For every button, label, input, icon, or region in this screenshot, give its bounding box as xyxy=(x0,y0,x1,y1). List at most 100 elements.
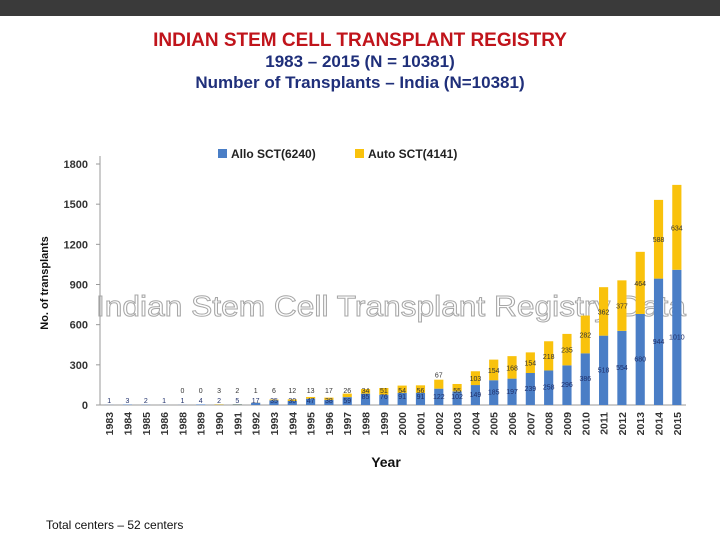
data-label-allo: 1010 xyxy=(669,334,685,341)
bar-allo-1996 xyxy=(324,399,334,405)
data-label-allo: 680 xyxy=(634,356,646,363)
y-tick-label: 0 xyxy=(82,400,88,412)
bar-allo-1993 xyxy=(269,400,279,405)
x-tick-label: 1983 xyxy=(104,412,116,436)
data-label-auto: 634 xyxy=(671,225,683,232)
data-label-allo: 17 xyxy=(252,398,260,405)
data-label-auto: 6 xyxy=(272,388,276,395)
data-label-allo: 5 xyxy=(235,398,239,405)
x-tick-label: 1990 xyxy=(214,412,226,436)
data-label-auto: 235 xyxy=(561,348,573,355)
x-tick-label: 2009 xyxy=(562,412,574,436)
legend-label-allo: Allo SCT(6240) xyxy=(231,147,316,161)
bar-allo-2006 xyxy=(507,378,517,405)
data-label-allo: 197 xyxy=(506,389,518,396)
bar-allo-1991 xyxy=(232,404,242,405)
bar-auto-2005 xyxy=(489,359,499,381)
y-tick-label: 600 xyxy=(70,320,88,332)
data-label-allo: 2 xyxy=(144,398,148,405)
bar-allo-1989 xyxy=(196,404,206,405)
x-tick-label: 1985 xyxy=(141,412,153,436)
bar-auto-2004 xyxy=(470,371,480,386)
data-label-allo: 47 xyxy=(307,398,315,405)
data-label-allo: 91 xyxy=(398,394,406,401)
x-tick-label: 2006 xyxy=(507,412,519,436)
data-label-auto: 588 xyxy=(653,237,665,244)
x-tick-label: 2011 xyxy=(599,412,611,435)
bar-auto-2010 xyxy=(580,315,590,354)
data-label-allo: 2 xyxy=(217,398,221,405)
data-label-allo: 554 xyxy=(616,365,628,372)
legend-label-auto: Auto SCT(4141) xyxy=(368,147,457,161)
bar-allo-1999 xyxy=(379,394,389,405)
x-tick-label: 2008 xyxy=(544,412,556,436)
bar-allo-2010 xyxy=(580,353,590,405)
data-label-allo: 102 xyxy=(451,394,463,401)
data-label-allo: 386 xyxy=(579,376,591,383)
y-tick-label: 900 xyxy=(70,280,88,292)
data-label-auto: 34 xyxy=(362,388,370,395)
data-label-allo: 239 xyxy=(525,386,537,393)
data-label-allo: 518 xyxy=(598,367,610,374)
data-label-auto: 51 xyxy=(380,388,388,395)
data-label-allo: 258 xyxy=(543,385,555,392)
data-label-auto: 464 xyxy=(634,281,646,288)
data-label-allo: 1 xyxy=(180,398,184,405)
footer-note: Total centers – 52 centers xyxy=(46,518,184,532)
data-label-auto: 55 xyxy=(453,388,461,395)
data-label-auto: 282 xyxy=(579,332,591,339)
bar-allo-2001 xyxy=(415,392,426,405)
bar-allo-2005 xyxy=(489,380,499,405)
data-label-auto: 12 xyxy=(288,388,296,395)
x-tick-label: 1986 xyxy=(159,412,171,436)
x-tick-label: 2013 xyxy=(635,412,647,436)
x-tick-label: 1993 xyxy=(269,412,281,436)
data-label-auto: 2 xyxy=(235,388,239,395)
y-tick-label: 300 xyxy=(70,360,88,372)
data-label-auto: 218 xyxy=(543,354,555,361)
x-tick-label: 1991 xyxy=(232,412,244,436)
bar-auto-2013 xyxy=(635,251,645,314)
data-label-allo: 3 xyxy=(126,398,130,405)
x-axis-label: Year xyxy=(371,454,401,470)
data-label-allo: 149 xyxy=(470,392,482,399)
x-tick-label: 2002 xyxy=(434,412,446,436)
x-tick-label: 1997 xyxy=(342,412,354,436)
bar-auto-1999 xyxy=(379,387,389,395)
x-tick-label: 1984 xyxy=(122,412,134,436)
data-label-auto: 26 xyxy=(343,388,351,395)
data-label-auto: 168 xyxy=(506,365,518,372)
data-label-auto: 56 xyxy=(417,388,425,395)
x-tick-label: 2005 xyxy=(489,412,501,436)
bar-auto-1993 xyxy=(269,399,279,401)
x-tick-label: 1989 xyxy=(196,412,208,436)
bar-allo-2012 xyxy=(617,330,627,405)
data-label-allo: 4 xyxy=(199,398,203,405)
page-subtitle: 1983 – 2015 (N = 10381) xyxy=(265,52,455,71)
data-label-allo: 30 xyxy=(288,398,296,405)
data-label-auto: 154 xyxy=(488,368,500,375)
bar-allo-2015 xyxy=(672,269,682,405)
y-tick-label: 1500 xyxy=(64,199,88,211)
x-tick-label: 2004 xyxy=(470,412,482,436)
data-label-allo: 35 xyxy=(270,398,278,405)
y-axis-label: No. of transplants xyxy=(39,236,51,330)
bar-auto-1997 xyxy=(342,393,352,398)
data-label-allo: 296 xyxy=(561,382,573,389)
x-tick-label: 2001 xyxy=(415,412,427,436)
bar-auto-2002 xyxy=(434,379,444,389)
bar-auto-2009 xyxy=(562,333,572,366)
bar-auto-2006 xyxy=(507,356,517,379)
data-label-allo: 91 xyxy=(417,394,425,401)
x-tick-label: 1994 xyxy=(287,412,299,436)
data-label-auto: 3 xyxy=(217,388,221,395)
data-label-auto: 362 xyxy=(598,309,610,316)
bar-auto-1995 xyxy=(306,396,316,399)
data-label-auto: 154 xyxy=(525,361,537,368)
bar-auto-2015 xyxy=(672,184,682,270)
legend-swatch-auto xyxy=(355,149,364,158)
x-tick-label: 1996 xyxy=(324,412,336,436)
x-tick-label: 2007 xyxy=(525,412,537,436)
chart-heading: Number of Transplants – India (N=10381) xyxy=(195,73,525,92)
bar-auto-1996 xyxy=(324,397,334,400)
